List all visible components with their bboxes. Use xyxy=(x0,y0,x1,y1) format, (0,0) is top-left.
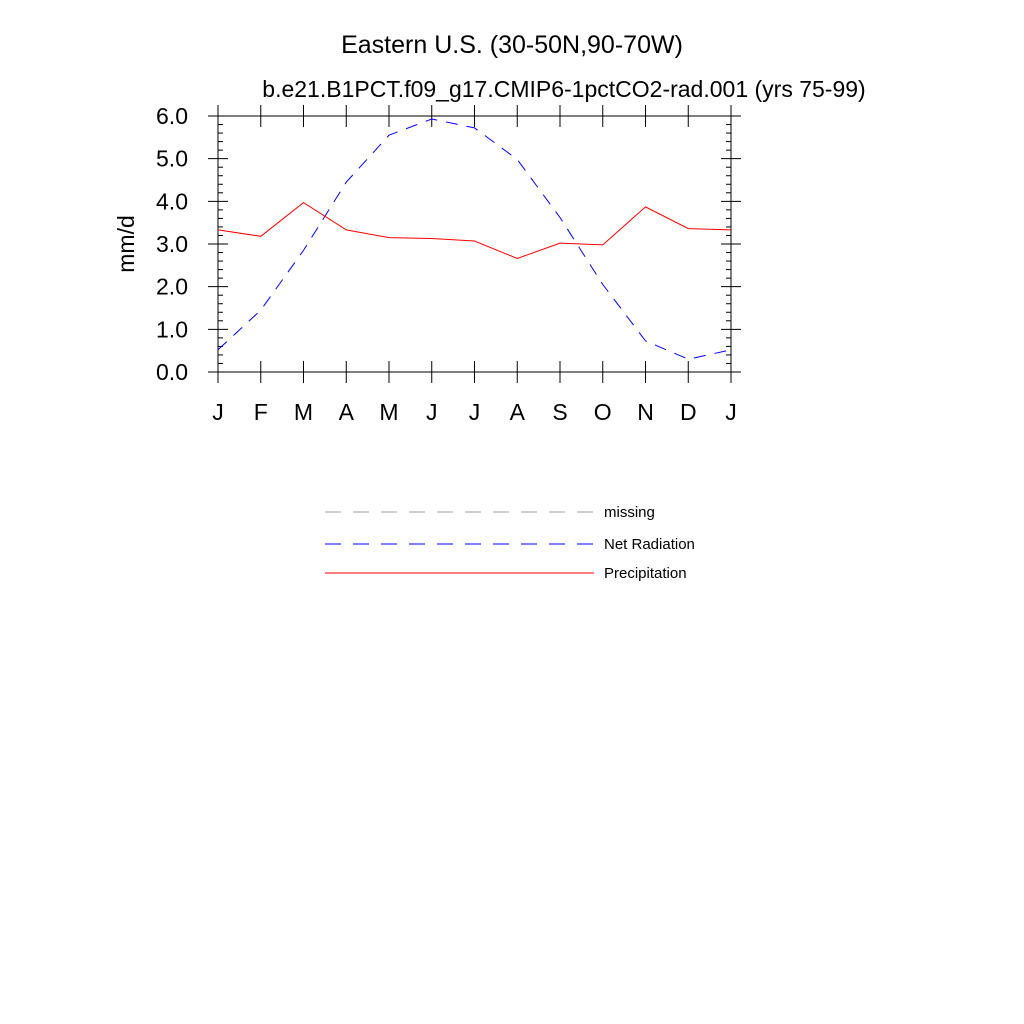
x-tick-label: S xyxy=(552,399,567,425)
x-tick-label: J xyxy=(426,399,438,425)
y-tick-label: 2.0 xyxy=(156,274,188,300)
y-tick-label: 5.0 xyxy=(156,146,188,172)
series-line-net-radiation xyxy=(217,118,732,360)
series-net-radiation xyxy=(217,118,732,360)
series-precipitation xyxy=(217,201,732,260)
y-tick-label: 4.0 xyxy=(156,188,188,214)
x-tick-label: F xyxy=(254,399,268,425)
x-tick-label: J xyxy=(725,399,737,425)
chart-subtitle: b.e21.B1PCT.f09_g17.CMIP6-1pctCO2-rad.00… xyxy=(262,76,865,102)
chart-title: Eastern U.S. (30-50N,90-70W) xyxy=(341,31,683,59)
x-tick-label: A xyxy=(510,399,526,425)
y-tick-labels: 0.0 1.0 2.0 3.0 4.0 5.0 6.0 xyxy=(156,103,188,385)
x-tick-label: N xyxy=(637,399,654,425)
x-tick-label: J xyxy=(212,399,224,425)
legend-label-missing: missing xyxy=(604,504,655,521)
y-tick-label: 1.0 xyxy=(156,316,188,342)
legend-label-net-radiation: Net Radiation xyxy=(604,536,695,553)
plot-area xyxy=(208,105,741,383)
legend-label-precipitation: Precipitation xyxy=(604,565,687,582)
minor-ticks xyxy=(218,124,731,364)
plot-frame xyxy=(217,115,732,373)
x-tick-label: O xyxy=(594,399,612,425)
x-tick-label: M xyxy=(294,399,313,425)
major-ticks xyxy=(208,105,741,383)
y-axis-label: mm/d xyxy=(113,215,139,273)
legend: missing Net Radiation Precipitation xyxy=(325,504,695,582)
y-tick-label: 3.0 xyxy=(156,231,188,257)
y-tick-label: 6.0 xyxy=(156,103,188,129)
x-tick-label: M xyxy=(379,399,398,425)
series-layer xyxy=(217,118,732,360)
y-tick-label: 0.0 xyxy=(156,359,188,385)
x-tick-label: J xyxy=(469,399,481,425)
series-line-precipitation xyxy=(217,201,732,260)
x-tick-label: A xyxy=(339,399,355,425)
x-tick-label: D xyxy=(680,399,697,425)
